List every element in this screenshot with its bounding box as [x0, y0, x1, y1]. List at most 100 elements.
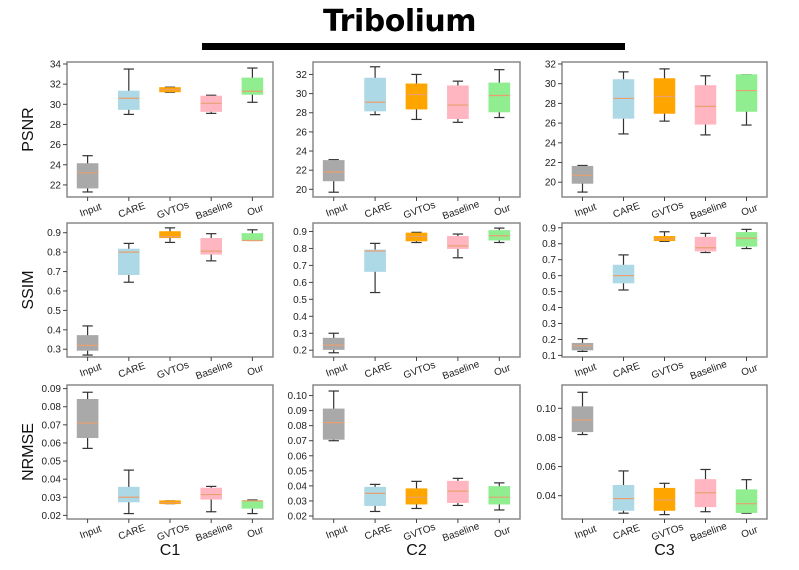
- y-tick-label-nrmse-c2: 0.02: [288, 511, 308, 522]
- x-tick-label-ssim-c2: GVTOs: [402, 360, 437, 382]
- box-ssim-c1-gvtos: [159, 231, 181, 239]
- x-tick-label-ssim-c1: Our: [246, 362, 266, 378]
- x-tick-label-psnr-c2: Input: [325, 202, 350, 220]
- box-psnr-c3-our: [735, 74, 758, 112]
- box-psnr-c2-baseline: [447, 85, 469, 119]
- x-tick-label-psnr-c1: GVTOs: [156, 200, 191, 222]
- y-tick-label-psnr-c2: 30: [296, 89, 308, 100]
- y-tick-label-nrmse-c3: 0.04: [537, 491, 557, 502]
- box-nrmse-c1-input: [76, 398, 99, 439]
- column-label-c1: C1: [160, 542, 181, 559]
- y-tick-label-psnr-c3: 28: [545, 99, 557, 110]
- box-nrmse-c2-input: [322, 408, 345, 440]
- box-ssim-c1-input: [76, 335, 99, 351]
- box-nrmse-c1-care: [118, 486, 140, 503]
- y-tick-label-nrmse-c1: 0.06: [42, 438, 62, 449]
- x-tick-label-nrmse-c2: CARE: [363, 523, 393, 543]
- x-tick-label-psnr-c3: Our: [740, 202, 760, 218]
- y-tick-label-psnr-c1: 22: [50, 180, 62, 191]
- y-tick-label-nrmse-c1: 0.09: [42, 384, 62, 395]
- y-tick-label-ssim-c3: 0.6: [542, 271, 556, 282]
- y-tick-label-nrmse-c1: 0.03: [42, 493, 62, 504]
- box-psnr-c2-our: [488, 82, 511, 113]
- box-psnr-c2-input: [322, 160, 345, 182]
- y-tick-label-nrmse-c1: 0.02: [42, 511, 62, 522]
- x-tick-label-ssim-c2: Our: [493, 362, 513, 378]
- y-tick-label-ssim-c2: 0.3: [293, 329, 307, 340]
- box-nrmse-c2-care: [364, 486, 386, 506]
- y-tick-label-nrmse-c2: 0.08: [288, 421, 308, 432]
- x-tick-label-ssim-c2: Input: [325, 362, 350, 380]
- y-tick-label-ssim-c3: 0.2: [542, 335, 556, 346]
- y-tick-label-psnr-c1: 34: [50, 60, 62, 71]
- box-nrmse-c1-our: [241, 500, 264, 509]
- figure-title: Tribolium: [322, 4, 477, 39]
- box-psnr-c1-input: [76, 163, 99, 189]
- box-ssim-c1-care: [118, 248, 140, 275]
- x-tick-label-ssim-c3: Our: [740, 362, 760, 378]
- box-nrmse-c1-baseline: [200, 487, 222, 500]
- y-tick-label-psnr-c2: 26: [296, 127, 308, 138]
- x-tick-label-nrmse-c3: Baseline: [689, 521, 729, 545]
- x-tick-label-ssim-c3: CARE: [612, 361, 642, 381]
- x-tick-label-psnr-c2: CARE: [363, 201, 393, 221]
- y-axis-label-nrmse: NRMSE: [20, 423, 37, 481]
- x-tick-label-psnr-c1: Input: [78, 202, 103, 220]
- x-tick-label-ssim-c2: Baseline: [441, 359, 481, 383]
- x-tick-label-nrmse-c3: GVTOs: [650, 522, 685, 544]
- y-tick-label-ssim-c2: 0.6: [293, 278, 307, 289]
- y-tick-label-psnr-c2: 20: [296, 185, 308, 196]
- box-nrmse-c2-gvtos: [405, 488, 428, 505]
- y-tick-label-ssim-c2: 0.7: [293, 261, 307, 272]
- y-tick-label-ssim-c1: 0.7: [47, 267, 61, 278]
- y-tick-label-nrmse-c2: 0.07: [288, 436, 308, 447]
- y-tick-label-ssim-c3: 0.1: [542, 351, 556, 362]
- box-nrmse-c2-baseline: [447, 480, 469, 503]
- y-tick-label-psnr-c2: 28: [296, 108, 308, 119]
- y-tick-label-ssim-c2: 0.5: [293, 295, 307, 306]
- box-psnr-c2-care: [364, 77, 386, 112]
- y-tick-label-ssim-c1: 0.8: [47, 248, 61, 259]
- y-tick-label-psnr-c1: 26: [50, 140, 62, 151]
- x-tick-label-psnr-c3: GVTOs: [650, 200, 685, 222]
- y-tick-label-nrmse-c1: 0.05: [42, 457, 62, 468]
- box-psnr-c1-care: [118, 90, 140, 110]
- y-tick-label-nrmse-c3: 0.10: [537, 404, 557, 415]
- x-tick-label-nrmse-c3: Input: [573, 524, 598, 542]
- y-tick-label-psnr-c3: 24: [545, 138, 557, 149]
- box-psnr-c3-baseline: [694, 85, 717, 125]
- x-tick-label-psnr-c2: GVTOs: [402, 200, 437, 222]
- title-underline-bar: [202, 43, 625, 50]
- y-tick-label-psnr-c2: 22: [296, 166, 308, 177]
- x-tick-label-ssim-c2: CARE: [363, 361, 393, 381]
- y-tick-label-nrmse-c2: 0.04: [288, 481, 308, 492]
- y-tick-label-psnr-c1: 24: [50, 160, 62, 171]
- x-tick-label-nrmse-c1: GVTOs: [156, 522, 191, 544]
- y-tick-label-nrmse-c3: 0.06: [537, 462, 557, 473]
- x-tick-label-psnr-c3: CARE: [612, 201, 642, 221]
- y-tick-label-ssim-c2: 0.9: [293, 227, 307, 238]
- y-axis-label-ssim: SSIM: [20, 270, 37, 309]
- x-tick-label-psnr-c3: Baseline: [689, 199, 729, 223]
- y-tick-label-nrmse-c2: 0.09: [288, 406, 308, 417]
- x-tick-label-psnr-c1: CARE: [117, 201, 147, 221]
- x-tick-label-ssim-c1: GVTOs: [156, 360, 191, 382]
- x-tick-label-psnr-c3: Input: [573, 202, 598, 220]
- box-ssim-c3-care: [612, 264, 635, 284]
- y-tick-label-ssim-c2: 0.8: [293, 244, 307, 255]
- y-tick-label-ssim-c2: 0.4: [293, 312, 307, 323]
- column-label-c2: C2: [406, 542, 427, 559]
- y-tick-label-ssim-c1: 0.9: [47, 228, 61, 239]
- box-nrmse-c3-care: [612, 485, 635, 511]
- box-nrmse-c3-input: [571, 406, 594, 433]
- box-nrmse-c2-our: [488, 486, 511, 505]
- y-tick-label-ssim-c1: 0.6: [47, 286, 61, 297]
- x-tick-label-nrmse-c3: Our: [740, 524, 760, 540]
- x-tick-label-ssim-c3: Baseline: [689, 359, 729, 383]
- x-tick-label-psnr-c2: Baseline: [441, 199, 481, 223]
- y-tick-label-psnr-c1: 28: [50, 120, 62, 131]
- y-tick-label-psnr-c3: 30: [545, 79, 557, 90]
- x-tick-label-psnr-c1: Our: [246, 202, 266, 218]
- box-psnr-c1-our: [241, 77, 264, 95]
